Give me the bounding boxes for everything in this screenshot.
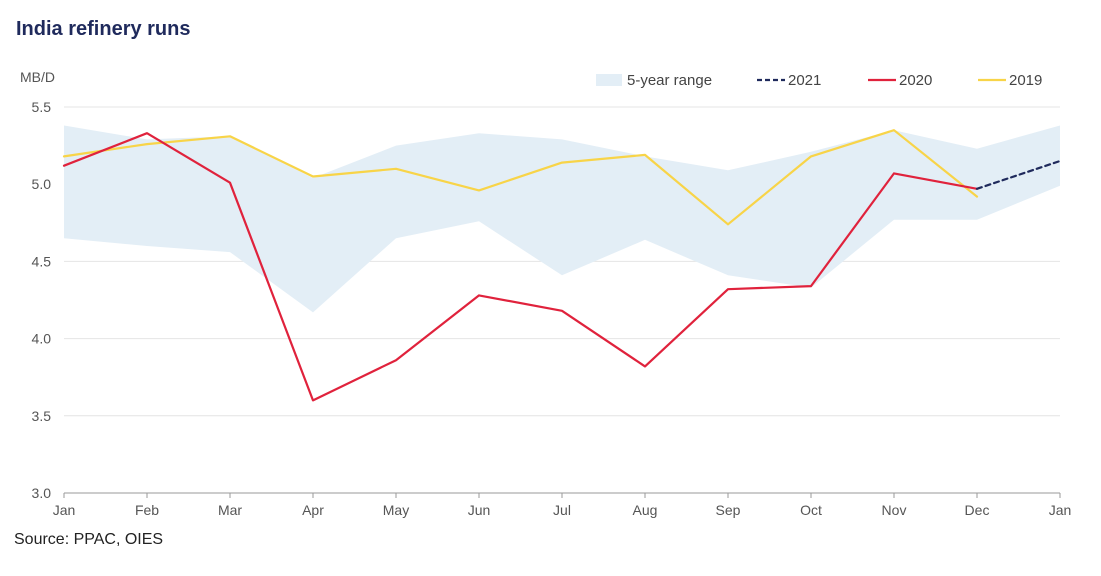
series-2019-line xyxy=(62,129,979,226)
x-tick-label: Jul xyxy=(553,502,571,518)
x-tick-label: Apr xyxy=(302,502,324,518)
x-tick-label: Jan xyxy=(53,502,76,518)
series-2021-line xyxy=(975,159,1062,190)
legend-label-2021: 2021 xyxy=(788,72,821,89)
y-tick-label: 4.5 xyxy=(32,253,52,269)
legend-swatch-range xyxy=(596,74,622,86)
y-tick-label: 5.5 xyxy=(32,99,52,115)
y-tick-label: 3.5 xyxy=(32,408,52,424)
five-year-range-area xyxy=(64,125,1060,313)
x-tick-label: Dec xyxy=(965,502,990,518)
y-tick-label: 3.0 xyxy=(32,485,52,501)
y-tick-label: 4.0 xyxy=(32,331,52,347)
chart-title: India refinery runs xyxy=(16,18,191,40)
x-tick-label: Sep xyxy=(716,502,741,518)
y-axis: 5.5 5.0 4.5 4.0 3.5 3.0 xyxy=(32,99,52,501)
x-tick-label: Feb xyxy=(135,502,159,518)
y-tick-label: 5.0 xyxy=(32,176,52,192)
legend-label-2020: 2020 xyxy=(899,72,932,89)
series-lines xyxy=(62,129,1062,402)
legend: 5-year range 2021 2020 2019 xyxy=(596,72,1042,89)
x-tick-label: Nov xyxy=(882,502,907,518)
x-axis-ticks: Jan Feb Mar Apr May Jun Jul Aug Sep Oct Nov Dec Jan xyxy=(53,493,1072,518)
legend-label-2019: 2019 xyxy=(1009,72,1042,89)
x-tick-label: Oct xyxy=(800,502,822,518)
x-tick-label: Jan xyxy=(1049,502,1072,518)
source-note: Source: PPAC, OIES xyxy=(14,531,164,548)
x-tick-label: Jun xyxy=(468,502,491,518)
series-2020-line xyxy=(62,132,979,402)
x-tick-label: Mar xyxy=(218,502,242,518)
legend-label-range: 5-year range xyxy=(627,72,712,89)
x-tick-label: Aug xyxy=(633,502,658,518)
x-tick-label: May xyxy=(383,502,409,518)
y-axis-label: MB/D xyxy=(20,69,55,85)
